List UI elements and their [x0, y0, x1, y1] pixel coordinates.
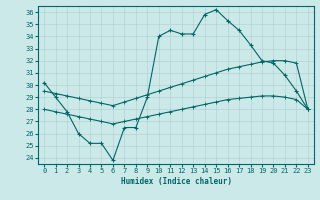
- X-axis label: Humidex (Indice chaleur): Humidex (Indice chaleur): [121, 177, 231, 186]
